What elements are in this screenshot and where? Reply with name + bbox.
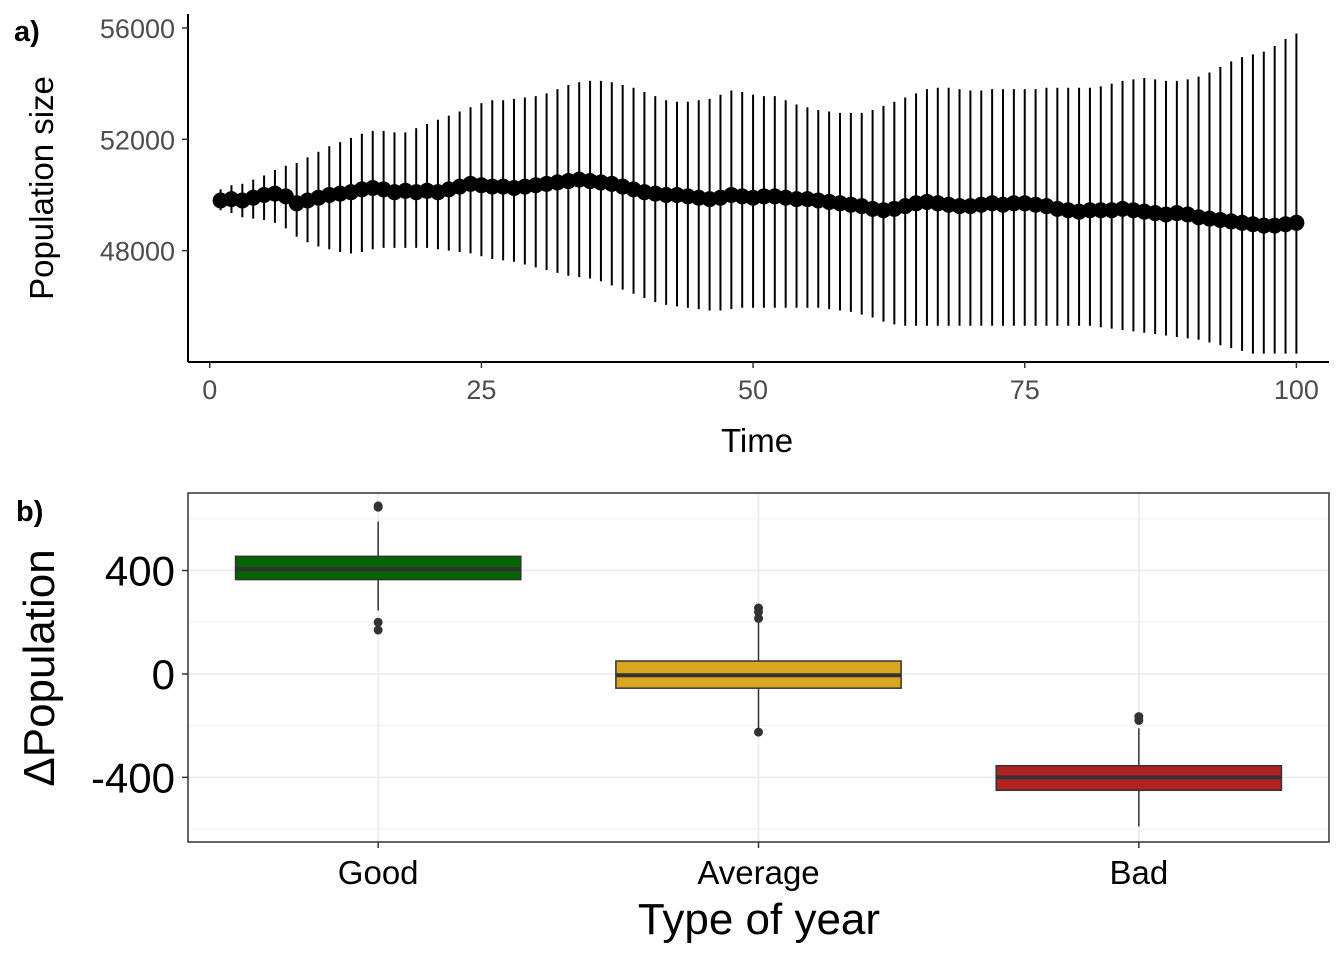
- box-good: [234, 501, 522, 635]
- outlier-point: [373, 501, 383, 511]
- y-tick-label: 56000: [100, 14, 175, 44]
- panel-a-points: [212, 171, 1305, 234]
- y-tick-label: 400: [105, 548, 175, 595]
- x-tick-label: Bad: [1109, 854, 1168, 891]
- data-point: [1288, 214, 1305, 231]
- y-tick-label: 0: [152, 651, 175, 698]
- outlier-point: [754, 607, 763, 617]
- box-average: [615, 603, 902, 737]
- x-tick-label: Good: [338, 854, 419, 891]
- x-tick-label: 75: [1010, 375, 1040, 405]
- outlier-point: [373, 617, 383, 627]
- panel-a-label: a): [14, 16, 40, 48]
- outlier-point: [754, 727, 763, 737]
- outlier-point: [754, 613, 763, 623]
- y-tick-label: 48000: [100, 237, 175, 267]
- outlier-point: [373, 625, 383, 635]
- x-tick-label: 50: [738, 375, 768, 405]
- x-tick-label: 25: [466, 375, 496, 405]
- x-tick-label: 0: [202, 375, 217, 405]
- panel-b-boxes: [234, 501, 1283, 827]
- panel-a-x-axis-title: Time: [721, 422, 793, 459]
- panel-b-label: b): [16, 496, 43, 528]
- panel-a-x-ticks: 0 25 50 75 100: [202, 362, 1319, 405]
- panel-a-y-ticks: 48000 52000 56000: [100, 14, 188, 267]
- outlier-point: [1134, 715, 1144, 725]
- panel-b-y-axis-title: ΔPopulation: [15, 549, 64, 786]
- x-tick-label: 100: [1274, 375, 1319, 405]
- panel-b-x-axis-title: Type of year: [638, 895, 880, 944]
- panel-b-y-ticks: -400 0 400: [91, 548, 188, 801]
- x-tick-label: Average: [697, 854, 819, 891]
- box-bad: [995, 712, 1283, 827]
- y-tick-label: -400: [91, 754, 175, 801]
- panel-a: a) 48000 52000 56000 0 25 50 75 100 Time Popul…: [14, 14, 1329, 459]
- panel-b-x-ticks: Good Average Bad: [338, 842, 1168, 891]
- y-tick-label: 52000: [100, 125, 175, 155]
- panel-a-y-axis-title: Population size: [23, 76, 60, 300]
